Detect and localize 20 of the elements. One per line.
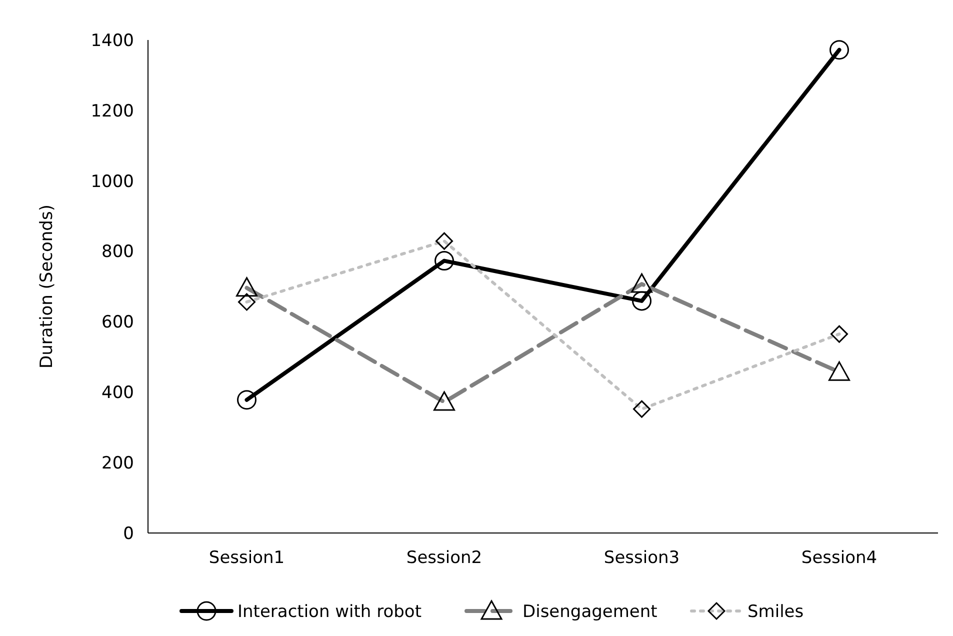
legend-label: Disengagement xyxy=(522,602,658,622)
y-tick-label: 1000 xyxy=(90,172,134,192)
y-tick-label: 1200 xyxy=(90,101,134,122)
y-tick-label: 1400 xyxy=(90,30,134,51)
y-tick-label: 200 xyxy=(102,454,134,474)
point xyxy=(830,40,849,60)
y-tick-label: 0 xyxy=(123,524,134,544)
point xyxy=(237,390,256,410)
x-tick-label: Session4 xyxy=(801,548,878,568)
x-tick-label: Session2 xyxy=(406,548,482,568)
legend-label: Smiles xyxy=(748,602,804,622)
point xyxy=(434,251,454,271)
y-tick-label: 600 xyxy=(102,312,134,333)
point xyxy=(632,291,652,311)
y-tick-label: 800 xyxy=(102,242,134,262)
x-tick-label: Session1 xyxy=(208,548,285,568)
x-tick-label: Session3 xyxy=(604,548,680,568)
y-tick-label: 400 xyxy=(102,383,134,404)
legend-label: Interaction with robot xyxy=(238,602,422,622)
y-axis-title: Duration (Seconds) xyxy=(37,204,57,368)
